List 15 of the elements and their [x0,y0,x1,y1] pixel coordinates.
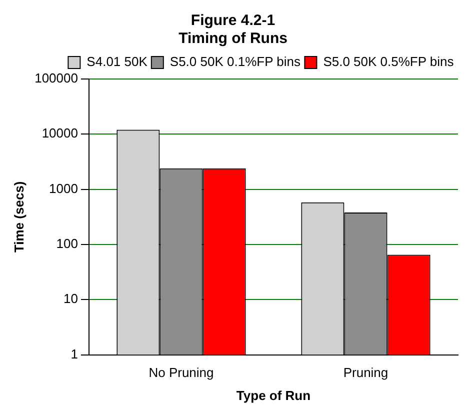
y-tick-label: 10000 [42,126,78,141]
y-tick-label: 1 [70,346,78,362]
y-tick-label: 10 [64,291,78,306]
text: Timing of Runs [178,30,288,48]
legend-label: S5.0 50K 0.1%FP bins [170,54,301,70]
y-tick-label: 100 [56,236,78,252]
x-tick-label: Pruning [343,365,388,380]
legend-label: S4.01 50K [86,54,148,70]
y-tick-label: 100000 [34,70,78,86]
y-axis-title: Time (secs) [11,181,26,253]
legend-label: S5.0 50K 0.5%FP bins [323,54,454,70]
x-axis-title: Type of Run [236,388,311,403]
x-tick-label: No Pruning [148,365,214,380]
text: Figure 4.2-1 [190,12,276,30]
y-tick-label: 1000 [49,180,78,196]
